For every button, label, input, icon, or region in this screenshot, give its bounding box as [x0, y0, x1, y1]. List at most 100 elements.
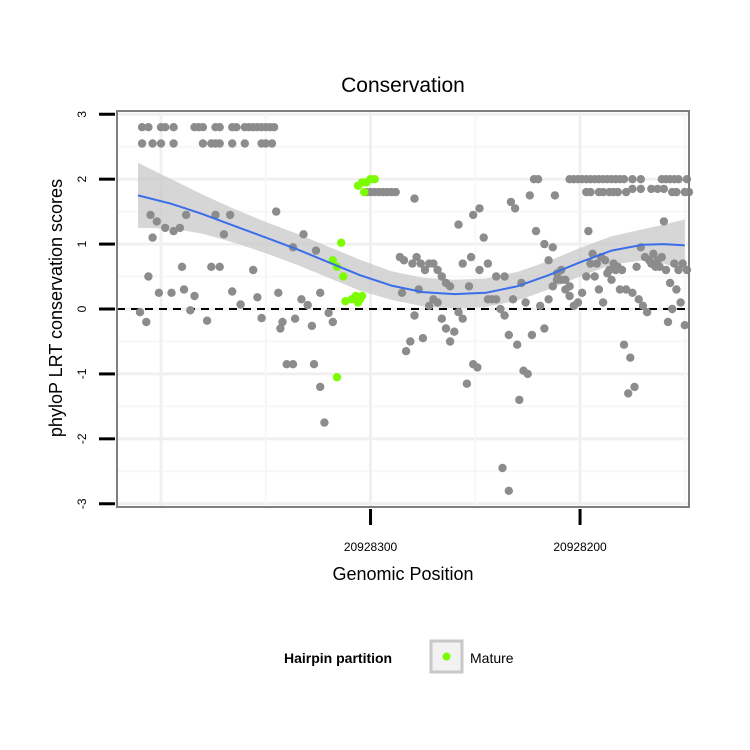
data-point — [391, 187, 400, 197]
x-axis-ticks: 20928300 20928200 — [344, 509, 607, 554]
data-point — [316, 288, 325, 297]
data-point — [504, 330, 513, 340]
data-point — [626, 353, 635, 362]
data-point — [169, 139, 178, 148]
data-point — [412, 252, 421, 262]
data-point — [573, 298, 583, 307]
data-point — [628, 288, 637, 297]
data-point — [657, 252, 666, 262]
data-point — [544, 295, 553, 304]
data-point-mature — [339, 272, 348, 281]
data-point — [399, 256, 409, 265]
data-point — [433, 265, 442, 275]
data-point — [437, 272, 446, 281]
data-point — [659, 184, 669, 194]
data-point — [215, 139, 224, 148]
data-point — [663, 317, 673, 327]
data-point — [167, 288, 176, 297]
data-point — [483, 259, 493, 268]
data-point — [601, 256, 610, 265]
data-point — [177, 262, 187, 271]
data-point — [458, 259, 467, 268]
data-point — [207, 262, 216, 271]
y-tick-label: 3 — [75, 111, 89, 118]
data-point — [410, 311, 419, 320]
data-point — [137, 139, 147, 148]
data-point — [433, 298, 442, 307]
data-point — [232, 123, 241, 132]
data-point-mature — [332, 373, 342, 382]
chart-title: Conservation — [341, 74, 465, 97]
data-point — [647, 184, 656, 194]
data-points — [135, 123, 694, 495]
data-point — [607, 275, 616, 284]
data-point — [420, 265, 430, 275]
y-tick-label: 0 — [75, 305, 89, 312]
data-point — [198, 123, 208, 132]
data-point — [276, 324, 285, 333]
data-point — [533, 175, 543, 184]
data-point — [445, 337, 455, 346]
data-point — [215, 262, 224, 271]
data-point — [219, 230, 229, 239]
data-point — [142, 317, 151, 327]
data-point — [492, 295, 501, 304]
data-point — [161, 123, 170, 132]
data-point — [156, 139, 166, 148]
data-point — [445, 282, 455, 291]
data-point — [473, 363, 482, 372]
data-point — [479, 233, 488, 242]
data-point — [450, 327, 459, 336]
data-point — [397, 288, 407, 297]
data-point — [320, 418, 329, 427]
data-point — [466, 252, 476, 262]
smooth-trend-line — [137, 194, 685, 296]
data-point — [311, 246, 321, 255]
data-point — [649, 249, 658, 258]
legend: Hairpin partition Mature — [284, 639, 514, 674]
data-point — [659, 217, 669, 226]
data-point — [655, 262, 664, 271]
data-point — [674, 265, 683, 275]
data-point — [498, 463, 507, 473]
data-point — [228, 287, 237, 296]
data-point-mature — [341, 297, 350, 306]
data-point — [598, 187, 608, 197]
data-point — [508, 295, 518, 304]
legend-title: Hairpin partition — [284, 650, 392, 666]
data-point — [202, 316, 212, 325]
data-point — [454, 308, 463, 317]
data-point — [670, 259, 679, 268]
data-point — [540, 324, 549, 333]
data-point — [425, 301, 434, 310]
data-point — [418, 334, 428, 343]
data-point — [680, 321, 689, 330]
data-point — [152, 217, 161, 226]
data-point — [240, 139, 249, 148]
data-point — [261, 139, 270, 148]
data-point — [228, 139, 237, 148]
data-point — [605, 265, 614, 275]
data-point — [278, 317, 287, 327]
y-tick-label: 2 — [75, 176, 89, 183]
data-point — [634, 295, 643, 304]
data-point — [676, 298, 685, 307]
data-point — [613, 187, 622, 197]
data-point — [615, 285, 625, 294]
data-point — [303, 300, 312, 310]
data-point — [619, 175, 629, 184]
data-point — [179, 285, 189, 294]
data-point — [324, 308, 333, 318]
data-point — [665, 278, 675, 288]
data-point — [630, 382, 639, 392]
data-point — [636, 175, 645, 184]
data-point — [668, 304, 677, 314]
data-point — [406, 337, 415, 346]
y-axis-title: phyloP LRT conservation scores — [46, 179, 66, 437]
data-point — [148, 233, 157, 242]
data-point — [272, 207, 281, 216]
data-point — [500, 311, 509, 320]
data-point — [506, 197, 516, 207]
data-point — [416, 259, 425, 268]
data-point — [653, 184, 662, 194]
